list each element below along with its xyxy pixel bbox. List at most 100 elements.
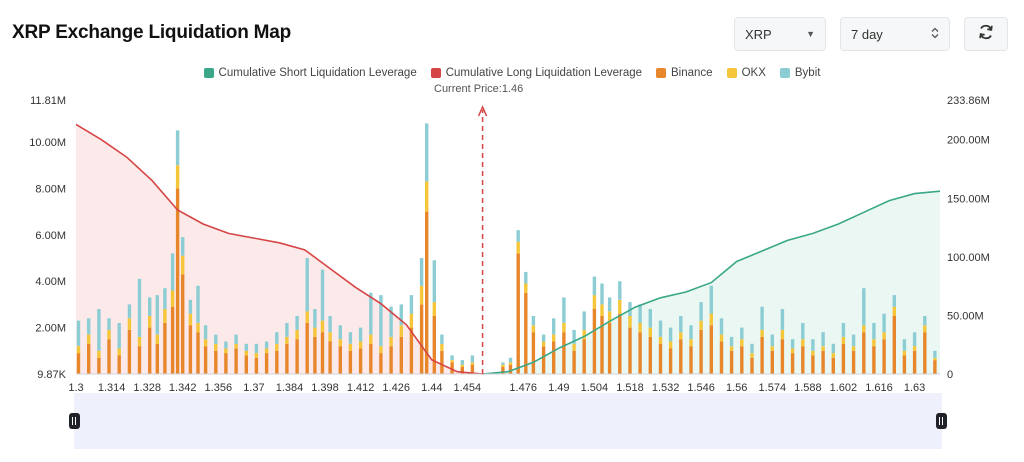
bar-bybit-74 [790,339,795,349]
bar-bybit-47 [524,271,528,284]
bar-binance-10 [170,306,175,374]
bar-bybit-67 [719,318,724,335]
bar-binance-79 [841,343,846,374]
bar-okx-7 [148,316,152,328]
bar-binance-69 [740,346,744,374]
bar-okx-28 [328,332,332,342]
symbol-select-value: XRP [745,26,772,42]
bar-okx-55 [600,304,604,316]
legend-item-binance[interactable]: Binance [656,67,713,79]
bar-okx-85 [902,350,907,356]
x-tick-label: 1.342 [169,382,197,394]
x-tick-label: 1.314 [98,382,126,394]
x-tick-label: 1.3 [68,382,83,394]
bar-okx-50 [552,334,556,342]
bar-okx-44 [501,364,505,367]
bar-okx-52 [572,343,576,351]
bar-bybit-8 [155,295,159,335]
bar-binance-88 [933,360,937,374]
bar-binance-77 [821,350,825,374]
x-tick-label: 1.56 [726,382,747,394]
bar-binance-23 [285,343,289,374]
slider-handle-left[interactable] [69,413,80,429]
bar-okx-51 [562,323,566,333]
bar-okx-26 [313,327,317,337]
period-select[interactable]: 7 day [840,17,950,51]
bar-bybit-53 [582,311,586,330]
bar-binance-40 [440,350,444,374]
bar-bybit-75 [801,323,805,340]
refresh-button[interactable] [964,17,1008,51]
bar-binance-29 [338,346,342,374]
bar-bybit-68 [729,336,734,347]
bar-binance-24 [295,339,299,374]
bar-binance-11 [175,188,180,374]
bar-binance-76 [811,355,815,374]
bar-bybit-44 [501,362,505,365]
bar-bybit-19 [244,343,248,351]
bar-bybit-63 [679,316,683,333]
bar-bybit-81 [862,288,866,326]
x-tick-label: 1.37 [243,382,264,394]
y-left-tick-label: 4.00M [35,276,66,288]
bar-binance-58 [628,327,632,374]
bar-binance-73 [780,339,785,374]
caret-down-icon: ▼ [806,29,815,39]
cumulative-short-area [482,191,940,374]
legend-item-short[interactable]: Cumulative Short Liquidation Leverage [203,67,417,79]
bar-bybit-15 [203,325,208,340]
bar-bybit-49 [541,334,546,342]
bar-okx-70 [750,353,754,358]
bar-bybit-25 [305,258,309,312]
bar-binance-64 [689,346,693,374]
bar-bybit-48 [531,316,536,326]
bar-okx-46 [516,241,520,254]
bar-bybit-54 [592,276,597,296]
bar-okx-87 [923,325,927,333]
bar-okx-3 [107,329,111,340]
bar-bybit-21 [264,341,269,349]
legend-item-bybit[interactable]: Bybit [779,67,820,79]
bar-binance-44 [501,367,505,374]
bar-bybit-52 [572,329,576,344]
legend-swatch-short [203,68,214,78]
legend-label-short: Cumulative Short Liquidation Leverage [218,67,417,79]
legend-item-long[interactable]: Cumulative Long Liquidation Leverage [430,67,643,79]
bar-okx-80 [851,346,856,351]
x-tick-label: 1.532 [652,382,680,394]
bar-okx-47 [524,283,528,293]
bar-binance-49 [541,346,546,374]
bar-okx-32 [369,334,373,344]
symbol-select[interactable]: XRP ▼ [734,17,826,51]
bar-okx-1 [87,334,91,344]
bar-okx-24 [295,329,299,340]
bar-binance-22 [275,350,279,374]
x-tick-label: 1.588 [794,382,822,394]
bar-okx-15 [203,339,208,347]
bar-binance-47 [524,292,528,374]
bar-binance-5 [127,329,132,374]
bar-binance-74 [790,353,795,374]
range-slider[interactable] [69,393,947,449]
bar-okx-56 [607,311,612,323]
bar-bybit-62 [668,327,673,342]
legend-item-okx[interactable]: OKX [726,67,766,79]
bar-binance-21 [264,353,269,374]
slider-handle-right[interactable] [936,413,947,429]
legend-label-long: Cumulative Long Liquidation Leverage [445,67,643,79]
bar-bybit-69 [740,327,744,340]
y-left-tick-label: 6.00M [35,230,66,242]
bar-bybit-20 [254,343,259,354]
bar-okx-49 [541,341,546,347]
bar-bybit-83 [882,313,886,333]
bar-okx-25 [305,311,309,323]
y-right-tick-label: 100.00M [947,252,990,264]
bar-okx-71 [760,329,764,337]
x-tick-label: 1.602 [830,382,858,394]
bar-okx-54 [592,295,597,309]
bar-okx-42 [460,364,464,367]
bar-okx-65 [699,320,703,330]
bar-okx-27 [320,320,325,333]
bar-bybit-79 [841,323,846,337]
bar-okx-63 [679,332,683,340]
